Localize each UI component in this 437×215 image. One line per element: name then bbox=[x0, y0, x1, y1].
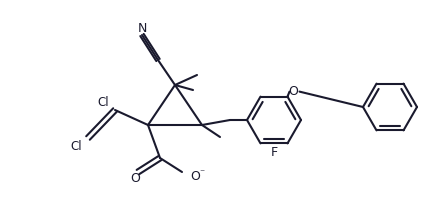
Text: O: O bbox=[130, 172, 140, 186]
Text: Cl: Cl bbox=[97, 95, 109, 109]
Text: ⁻: ⁻ bbox=[199, 168, 204, 178]
Text: Cl: Cl bbox=[70, 140, 82, 152]
Text: N: N bbox=[137, 22, 147, 34]
Text: O: O bbox=[190, 169, 200, 183]
Text: O: O bbox=[288, 85, 298, 98]
Text: F: F bbox=[271, 146, 277, 159]
